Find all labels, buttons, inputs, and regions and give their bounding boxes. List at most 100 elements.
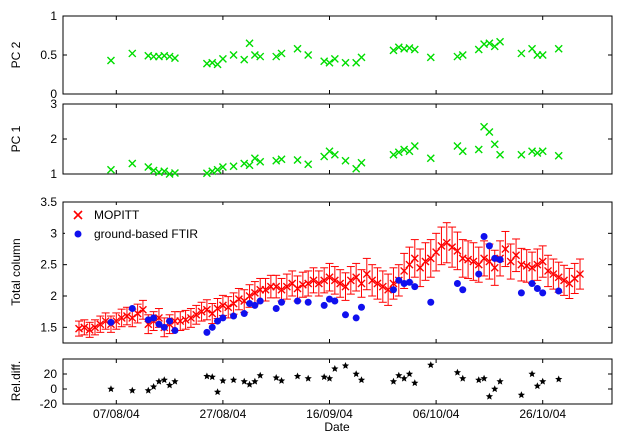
x-tick-label: 16/09/04 [306,407,353,421]
data-point [325,147,334,156]
data-point [405,278,413,286]
data-point [341,156,350,165]
data-point [539,289,547,297]
data-point [181,315,190,324]
data-point [496,256,504,264]
data-point [410,45,419,54]
data-point [480,254,489,263]
data-point [368,276,377,285]
data-point [234,295,243,304]
data-point [533,284,541,292]
data-point [389,46,398,55]
data-point [485,242,493,250]
data-point [528,263,537,272]
data-point [229,51,238,59]
data-point [480,374,488,382]
data-point [150,314,158,322]
data-point [293,372,302,380]
data-point [341,58,350,67]
y-tick-label: 3 [50,97,57,111]
data-point [539,377,547,385]
data-point [128,49,137,58]
x-tick-label: 07/08/04 [93,407,140,421]
data-point [256,371,264,379]
panel-pc1-ylabel: PC 1 [9,125,23,152]
data-point [170,168,179,177]
x-axis-label: Date [324,420,350,434]
data-point [208,373,216,381]
data-point [203,372,211,380]
data-point [293,284,302,293]
data-point [501,245,510,253]
data-point [453,368,462,376]
data-point [341,311,349,319]
data-point [149,166,158,175]
data-point [320,276,329,285]
data-point [427,361,435,369]
data-point [464,255,473,264]
data-point [544,266,553,275]
data-point [96,320,105,329]
data-point [533,149,542,157]
data-point [554,273,563,282]
data-point [160,376,168,384]
y-tick-label: 3.5 [40,195,57,209]
data-point [485,392,494,400]
legend-label-ftir: ground-based FTIR [94,227,198,241]
data-point [320,301,328,309]
data-point [331,297,339,305]
data-point [80,323,89,332]
data-point [277,285,286,294]
data-point [533,382,541,390]
data-point [144,316,152,324]
data-point [517,289,525,297]
data-point [394,148,403,157]
data-point [144,163,153,171]
data-point [304,298,312,306]
data-point [229,376,238,384]
data-point [304,374,312,382]
panel-pc1-marks [106,122,563,178]
y-tick-label: 3 [50,226,57,240]
data-point [213,304,222,313]
data-point [517,391,525,399]
data-point [170,54,179,63]
data-point [256,157,265,166]
data-point [389,286,397,294]
y-tick-label: 2.5 [40,258,57,272]
data-point [138,305,147,314]
data-point [485,39,494,48]
data-point [554,44,563,53]
data-point [186,313,195,322]
data-point [277,49,286,58]
data-point [250,154,259,163]
panel-pc2-ylabel: PC 2 [9,41,23,68]
data-point [256,297,264,305]
data-point [352,370,360,378]
y-tick-label: -20 [40,397,58,411]
panel-total: 1.5 2 2.5 3 3.5 Total column MOPITT ground-b… [9,195,613,344]
data-point [400,374,408,382]
data-point [357,303,365,311]
data-point [213,165,222,174]
data-point [395,371,403,379]
data-point [528,279,536,287]
data-point [496,37,505,46]
data-point [240,377,248,385]
data-point [400,145,409,154]
data-point [352,314,360,322]
panel-total-grid-ticks: 1.5 2 2.5 3 3.5 [40,195,612,343]
data-point [426,53,435,62]
data-point [490,263,499,272]
data-point [469,257,478,266]
data-point [522,261,531,270]
data-point [325,273,334,282]
data-point [251,301,259,309]
data-point [389,377,398,385]
data-point [272,305,280,313]
data-point [171,377,179,385]
data-point [475,376,483,384]
data-point [128,386,136,394]
